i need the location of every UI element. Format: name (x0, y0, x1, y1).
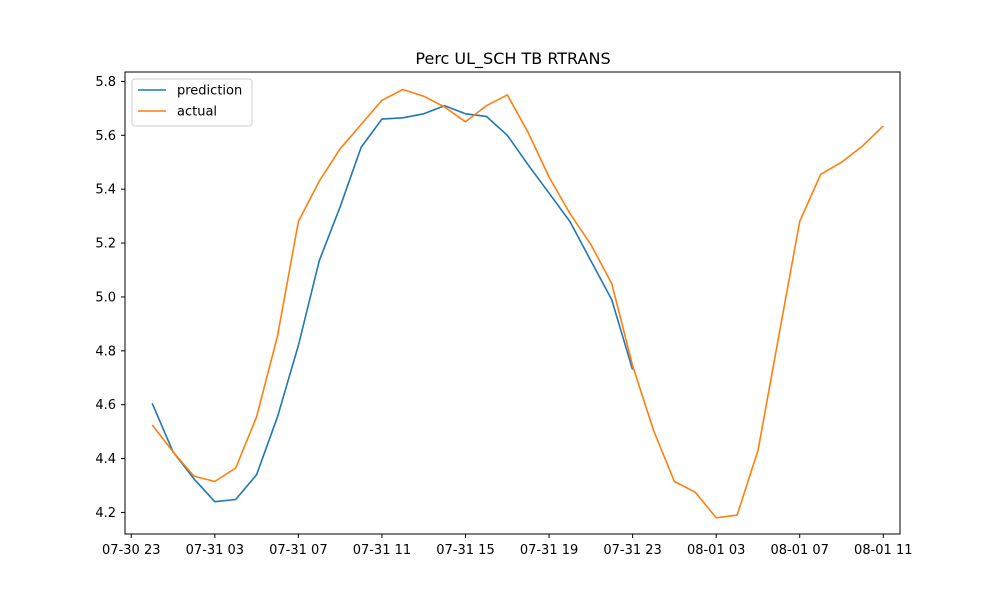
y-axis: 4.2 4.4 4.6 4.8 5.0 5.2 5.4 5.6 5.8 (95, 75, 125, 521)
y-tick-label: 5.2 (95, 237, 116, 252)
series-layer (151, 88, 884, 519)
x-tick-label: 07-30 23 (102, 543, 160, 558)
x-tick-label: 08-01 03 (687, 543, 745, 558)
x-axis: 07-30 23 07-31 03 07-31 07 07-31 11 07-31 15… (102, 534, 913, 558)
plot-frame (124, 71, 901, 535)
y-tick-label: 5.0 (95, 290, 116, 305)
y-tick-label: 4.6 (95, 398, 116, 413)
legend-label-actual: actual (177, 105, 217, 120)
y-tick-label: 4.4 (95, 452, 116, 467)
chart-title: Perc UL_SCH TB RTRANS (415, 49, 610, 69)
y-tick-label: 5.6 (95, 129, 116, 144)
x-tick-label: 07-31 11 (353, 543, 411, 558)
x-tick-label: 08-01 11 (854, 543, 912, 558)
y-tick-label: 4.2 (95, 506, 116, 521)
x-tick-label: 07-31 19 (520, 543, 578, 558)
series-line-actual (151, 88, 884, 519)
x-tick-label: 07-31 23 (603, 543, 661, 558)
y-tick-label: 4.8 (95, 344, 116, 359)
x-tick-label: 07-31 07 (269, 543, 327, 558)
x-tick-label: 08-01 07 (771, 543, 829, 558)
x-tick-label: 07-31 03 (186, 543, 244, 558)
legend: prediction actual (131, 78, 253, 127)
x-tick-label: 07-31 15 (436, 543, 494, 558)
y-tick-label: 5.8 (95, 75, 116, 90)
y-tick-label: 5.4 (95, 183, 116, 198)
legend-label-prediction: prediction (177, 84, 242, 99)
series-line-prediction (151, 104, 634, 503)
